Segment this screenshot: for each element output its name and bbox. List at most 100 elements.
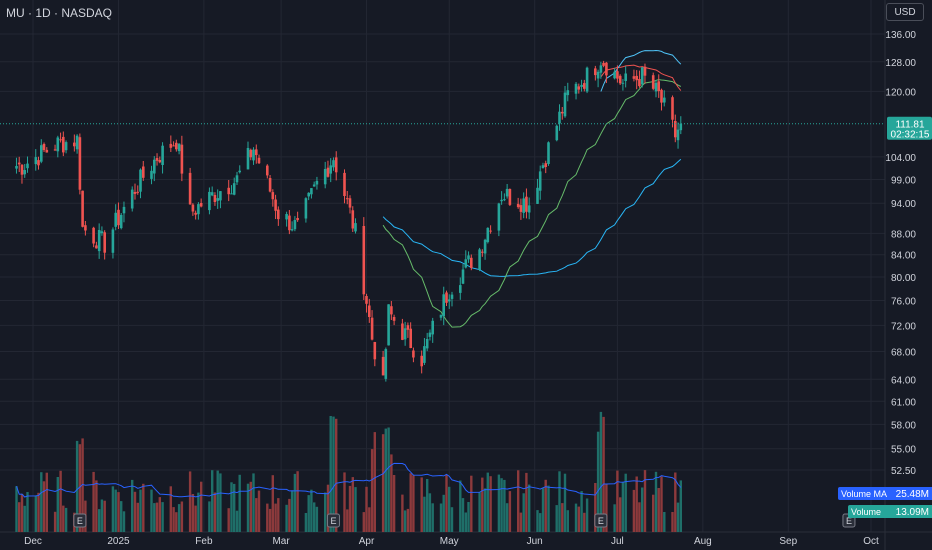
volume-bar bbox=[95, 480, 98, 532]
volume-bar bbox=[641, 487, 644, 532]
volume-bar bbox=[519, 512, 523, 532]
last-price-countdown: 02:32:15 bbox=[891, 130, 930, 141]
volume-bar bbox=[277, 498, 280, 532]
candle-body bbox=[613, 71, 616, 79]
volume-bar bbox=[335, 418, 338, 532]
volume-bar bbox=[246, 483, 250, 532]
candle-body bbox=[153, 159, 156, 174]
volume-bar bbox=[403, 510, 407, 532]
candle-body bbox=[401, 323, 404, 340]
candle-body bbox=[602, 62, 605, 66]
candle-body bbox=[175, 142, 178, 150]
price-tick-label: 61.00 bbox=[891, 397, 916, 408]
time-tick-label: Jun bbox=[527, 536, 543, 547]
candle-body bbox=[56, 137, 60, 152]
price-tick-label: 80.00 bbox=[891, 273, 916, 284]
volume-bar bbox=[619, 497, 622, 532]
volume-bar bbox=[638, 502, 641, 532]
volume-bar bbox=[555, 505, 558, 532]
volume-bar bbox=[227, 508, 230, 532]
volume-bar bbox=[470, 475, 473, 532]
candle-body bbox=[425, 339, 429, 349]
candle-body bbox=[155, 158, 159, 161]
candle-body bbox=[315, 180, 319, 185]
earnings-marker-box bbox=[594, 513, 608, 528]
volume-bar bbox=[271, 475, 274, 532]
volume-ma-badge-label: Volume MA bbox=[841, 489, 887, 499]
price-tick-label: 104.00 bbox=[885, 153, 916, 164]
candle-body bbox=[403, 328, 407, 340]
time-tick-label: Feb bbox=[195, 536, 213, 547]
volume-bar bbox=[175, 512, 178, 532]
candle-body bbox=[632, 76, 636, 79]
volume-bar bbox=[285, 504, 288, 532]
candle-body bbox=[464, 259, 468, 268]
volume-bar bbox=[621, 481, 625, 532]
candle-body bbox=[15, 166, 18, 169]
volume-bar bbox=[172, 507, 175, 532]
volume-bar bbox=[497, 474, 501, 532]
time-tick-label: May bbox=[440, 536, 459, 547]
grid bbox=[0, 0, 885, 532]
time-tick-label: Apr bbox=[359, 536, 375, 547]
candle-body bbox=[536, 187, 539, 204]
volume-bar bbox=[343, 472, 346, 532]
volume-bar bbox=[274, 503, 277, 532]
candle-body bbox=[643, 66, 647, 76]
candle-body bbox=[161, 145, 164, 165]
volume-bar bbox=[459, 480, 462, 532]
price-tick-label: 68.00 bbox=[891, 348, 916, 359]
volume-bar bbox=[566, 510, 569, 532]
candle-body bbox=[354, 223, 357, 232]
candle-body bbox=[180, 144, 184, 174]
candle-body bbox=[17, 162, 21, 165]
volume-badge-value: 13.09M bbox=[896, 507, 929, 518]
volume-bar bbox=[351, 477, 354, 532]
candle-body bbox=[547, 142, 550, 164]
volume-bar bbox=[392, 475, 396, 532]
volume-bar bbox=[539, 513, 542, 532]
candle-body bbox=[618, 75, 622, 84]
volume-bar bbox=[249, 481, 252, 532]
volume-bar bbox=[373, 432, 376, 532]
volume-bar bbox=[431, 503, 434, 532]
volume-bar bbox=[197, 492, 200, 532]
volume-bar bbox=[252, 473, 255, 532]
candle-body bbox=[459, 285, 462, 293]
earnings-marker-box bbox=[73, 513, 87, 528]
volume-bar bbox=[461, 498, 465, 532]
candle-body bbox=[310, 188, 313, 195]
volume-bar bbox=[354, 487, 357, 532]
volume-bar bbox=[219, 473, 222, 532]
currency-button[interactable]: USD bbox=[886, 3, 924, 21]
volume-bar bbox=[486, 472, 489, 532]
volume-ma-line bbox=[16, 462, 682, 498]
candle-body bbox=[621, 82, 625, 84]
candle-body bbox=[538, 171, 542, 191]
volume-bar bbox=[78, 444, 82, 532]
candle-body bbox=[541, 165, 545, 169]
candle-body bbox=[651, 75, 655, 89]
volume-bar bbox=[266, 503, 269, 532]
volume-bar bbox=[635, 476, 638, 532]
candle-body bbox=[516, 203, 520, 208]
volume-badge-value-bg bbox=[887, 505, 932, 518]
candle-body bbox=[130, 189, 134, 209]
candle-body bbox=[596, 71, 600, 79]
volume-bar bbox=[613, 504, 616, 532]
volume-bar bbox=[37, 492, 40, 532]
volume-bar bbox=[528, 484, 531, 532]
volume-bar bbox=[315, 506, 319, 532]
volume-bar bbox=[387, 427, 390, 532]
candle-body bbox=[81, 190, 84, 227]
candle-body bbox=[92, 227, 95, 244]
volume-bar bbox=[483, 488, 487, 532]
volume-bar bbox=[423, 496, 426, 532]
volume-bar bbox=[180, 501, 184, 532]
time-axis: Dec 2025 Feb Mar Apr May Jun Jul Aug Sep Oct bbox=[24, 536, 879, 547]
volume-bar bbox=[194, 505, 197, 532]
candle-body bbox=[497, 203, 501, 231]
candle-body bbox=[500, 199, 503, 202]
